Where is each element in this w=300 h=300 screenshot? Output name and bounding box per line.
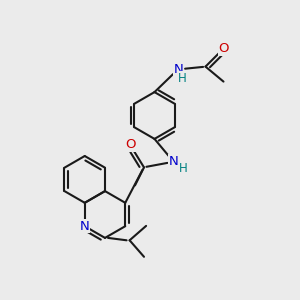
Text: O: O bbox=[218, 42, 229, 55]
Text: N: N bbox=[174, 63, 183, 76]
Text: N: N bbox=[80, 220, 90, 233]
Text: O: O bbox=[125, 138, 136, 152]
Text: N: N bbox=[169, 155, 179, 168]
Text: H: H bbox=[178, 161, 188, 175]
Text: H: H bbox=[178, 71, 187, 85]
